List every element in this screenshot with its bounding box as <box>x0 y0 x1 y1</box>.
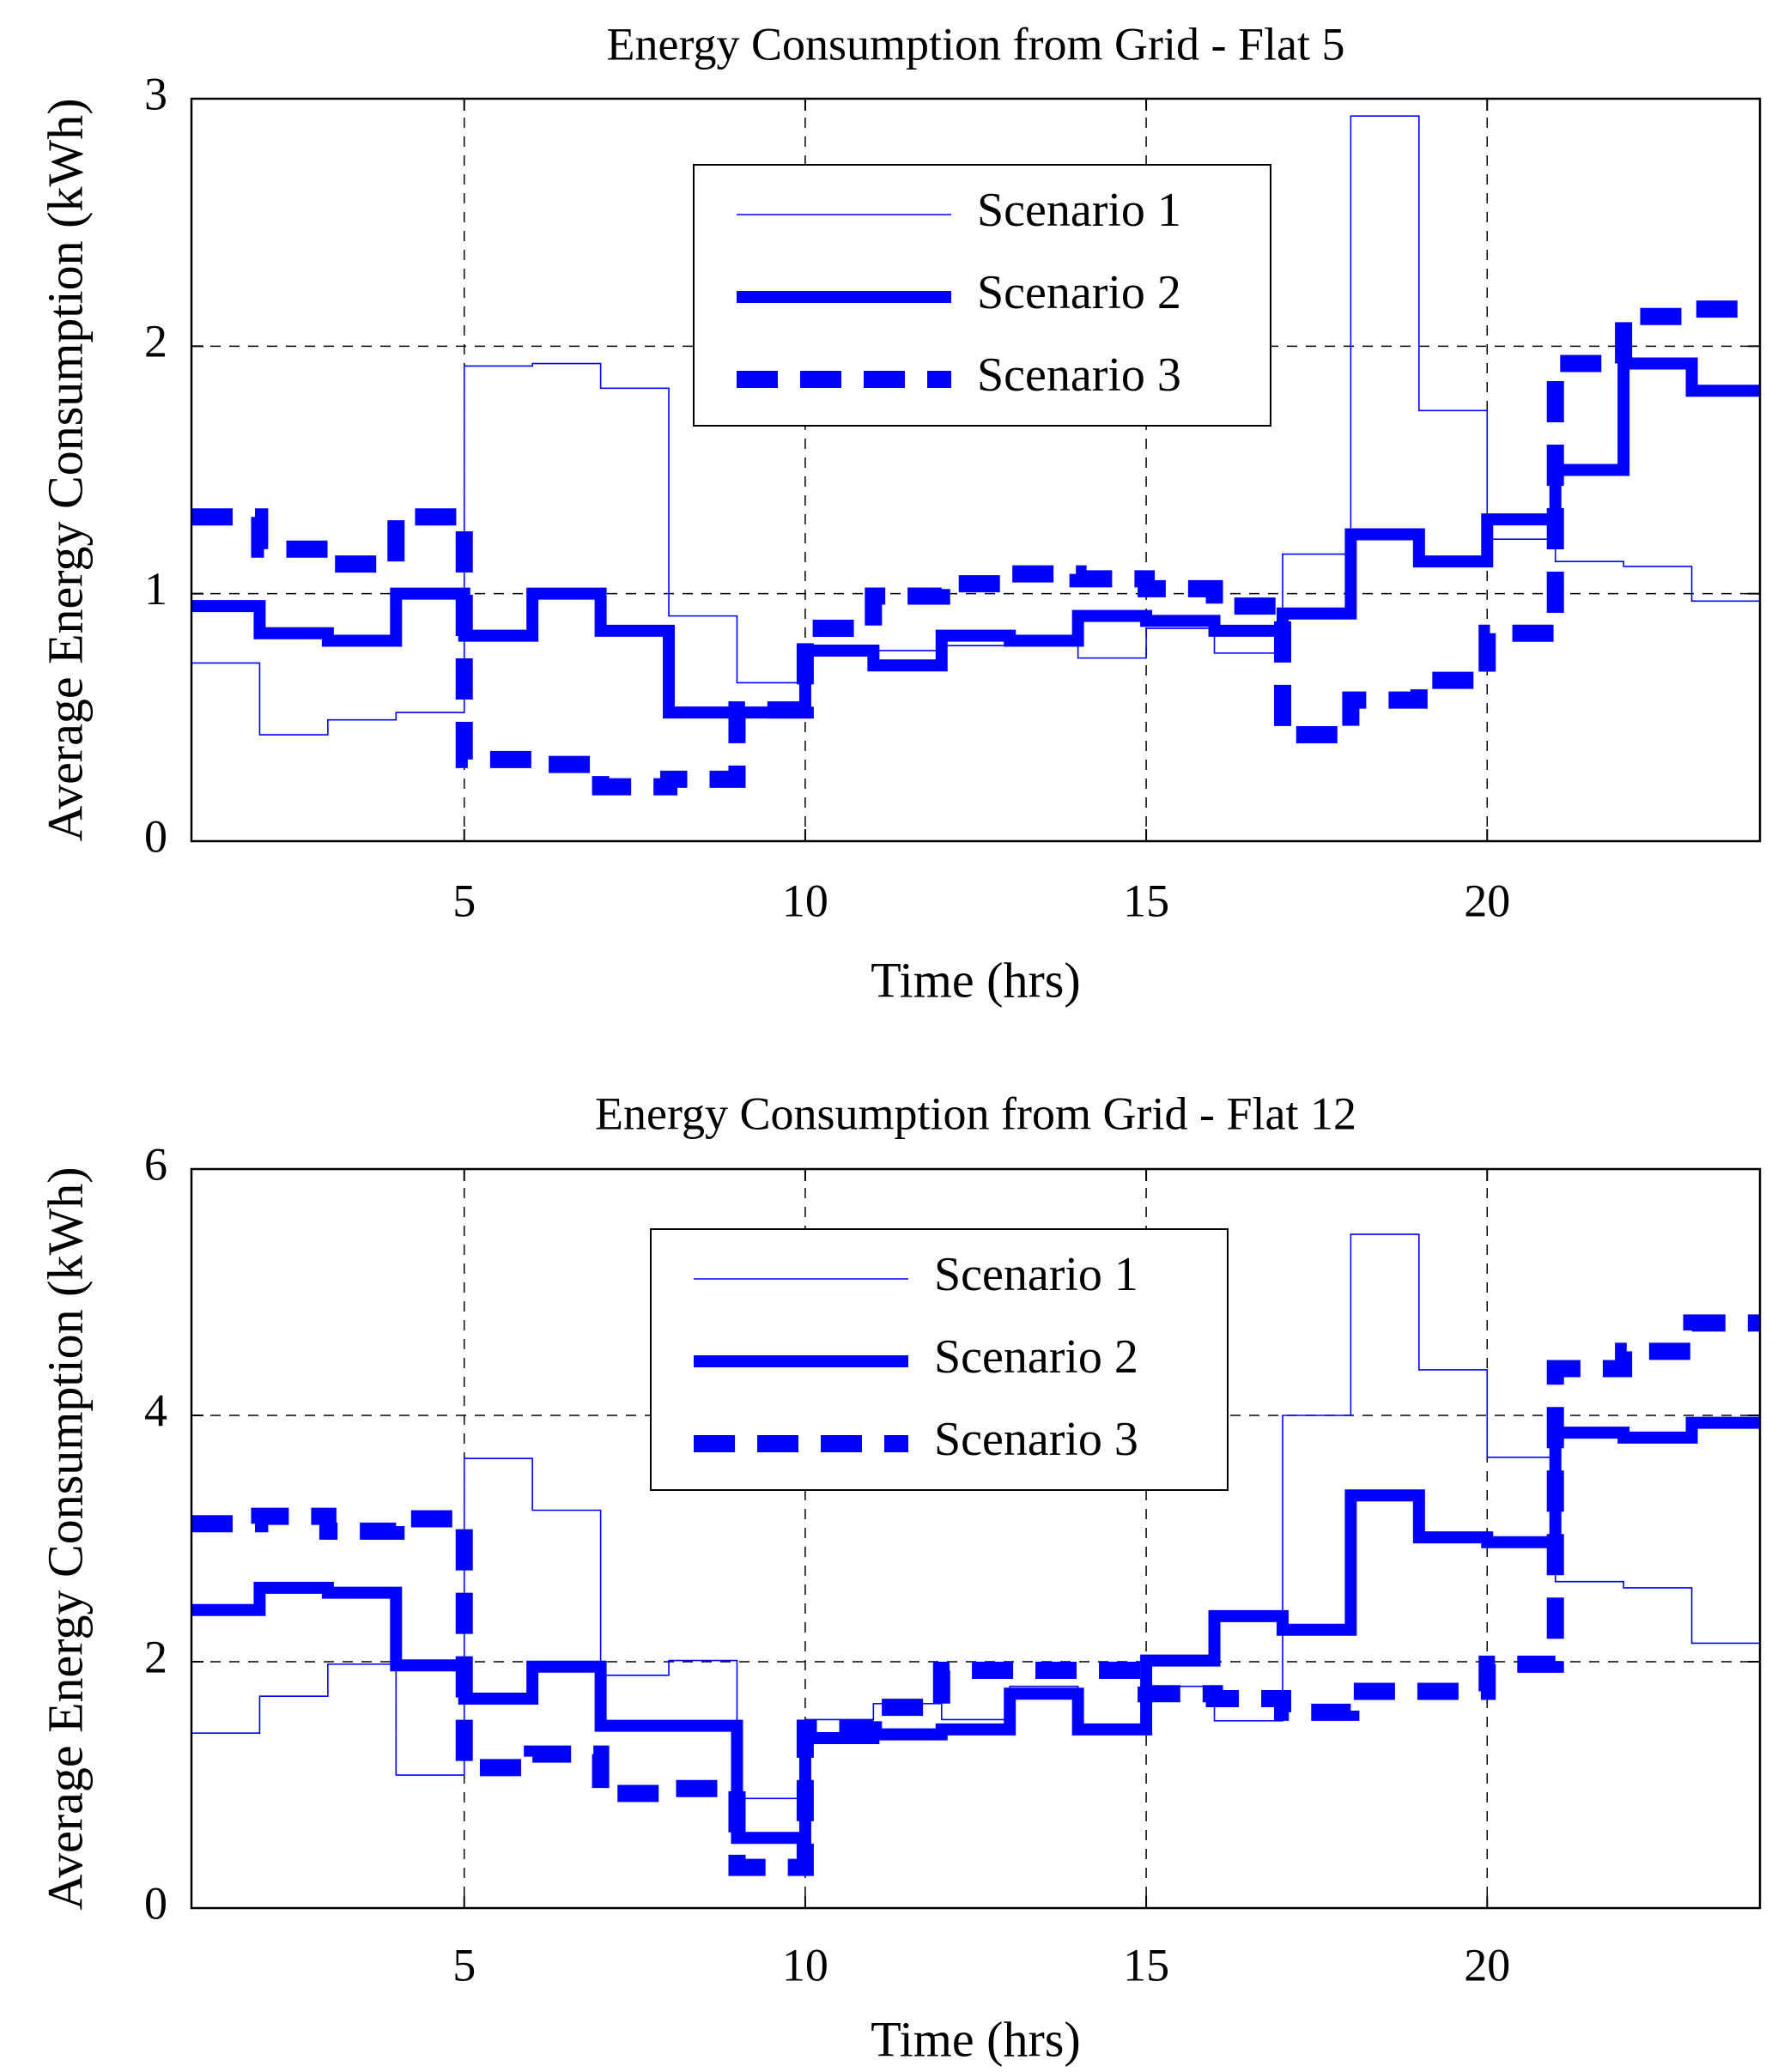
series-line-scenario-3 <box>191 300 1760 796</box>
plot-frame <box>190 97 1762 843</box>
y-tick-label: 4 <box>144 1384 167 1436</box>
x-tick-label: 5 <box>452 875 476 926</box>
y-axis-label: Average Energy Consumption (kWh) <box>37 1166 93 1910</box>
x-tick-label: 10 <box>782 1939 828 1990</box>
x-axis-label: Time (hrs) <box>871 2011 1080 2067</box>
chart-title: Energy Consumption from Grid - Flat 12 <box>595 1087 1356 1139</box>
legend-label-scenario-3: Scenario 3 <box>977 348 1181 402</box>
y-tick-label: 6 <box>144 1138 167 1190</box>
series-group <box>191 115 1760 796</box>
x-tick-label: 10 <box>782 875 828 926</box>
x-axis-label: Time (hrs) <box>871 952 1080 1008</box>
series-group <box>191 1233 1760 1876</box>
series-line-scenario-3 <box>191 1314 1760 1876</box>
y-tick-label: 0 <box>144 810 167 862</box>
y-tick-label: 2 <box>144 316 167 367</box>
y-tick-label: 1 <box>144 563 167 615</box>
chart-title: Energy Consumption from Grid - Flat 5 <box>607 18 1345 70</box>
x-tick-label: 15 <box>1123 1939 1169 1990</box>
y-axis-label: Average Energy Consumption (kWh) <box>37 98 93 841</box>
chart-panel-1: Energy Consumption from Grid - Flat 55 10… <box>37 18 1762 1008</box>
x-tick-label: 20 <box>1464 875 1510 926</box>
legend-label-scenario-2: Scenario 2 <box>934 1330 1138 1384</box>
y-tick-label: 0 <box>144 1877 167 1929</box>
plot-frame <box>190 1167 1762 1910</box>
legend: Scenario 1 Scenario 2 Scenario 3 <box>693 164 1271 427</box>
legend-label-scenario-1: Scenario 1 <box>934 1248 1138 1301</box>
legend-label-scenario-3: Scenario 3 <box>934 1413 1138 1466</box>
x-tick-label: 20 <box>1464 1939 1510 1990</box>
y-tick-label: 2 <box>144 1631 167 1682</box>
y-tick-label: 3 <box>144 68 167 119</box>
legend-label-scenario-2: Scenario 2 <box>977 266 1181 319</box>
legend: Scenario 1 Scenario 2 Scenario 3 <box>650 1228 1229 1491</box>
legend-label-scenario-1: Scenario 1 <box>977 184 1181 237</box>
chart-panel-2: Energy Consumption from Grid - Flat 12 5 1… <box>37 1087 1762 2067</box>
x-tick-label: 5 <box>452 1939 476 1990</box>
x-tick-label: 15 <box>1123 875 1169 926</box>
